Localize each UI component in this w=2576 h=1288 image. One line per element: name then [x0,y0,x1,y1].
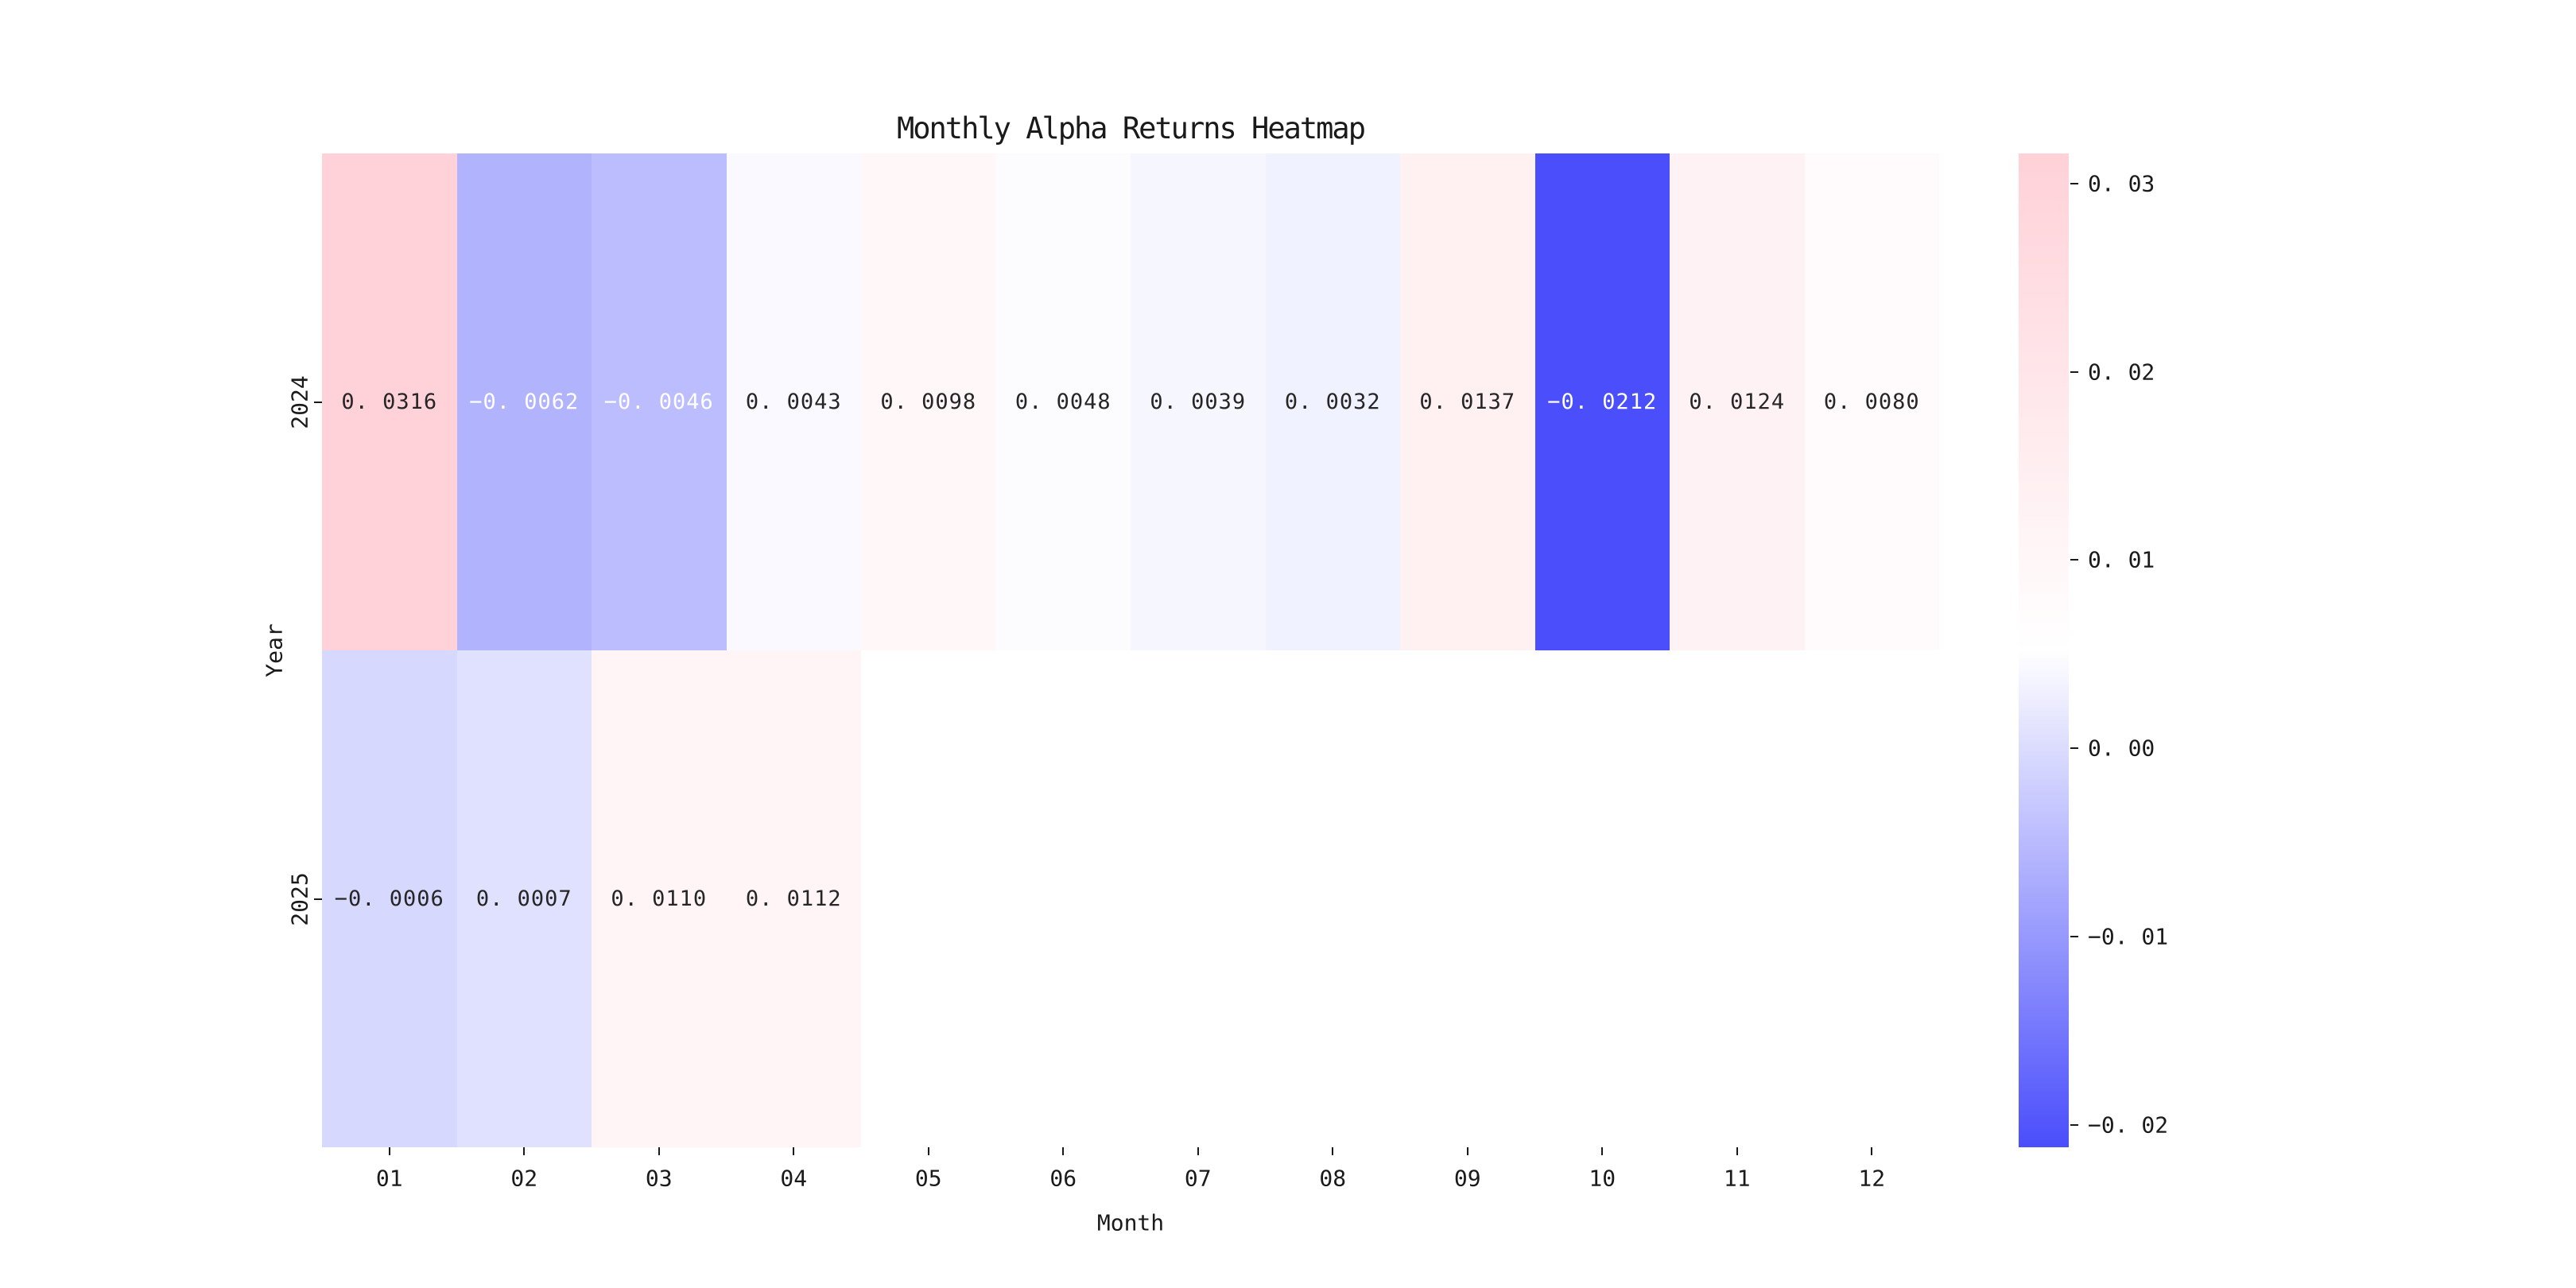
colorbar-gradient [2019,153,2069,1147]
heatmap-cell: −0. 0006 [322,650,457,1147]
colorbar-tick-label: −0. 02 [2088,1111,2169,1139]
x-tick-label: 10 [1589,1165,1616,1192]
x-tick-label: 01 [375,1165,403,1192]
colorbar-tick-mark [2070,1123,2078,1126]
heatmap-cell: 0. 0124 [1670,153,1805,650]
y-tick-label: 2024 [286,374,313,429]
x-tick-mark [1332,1147,1334,1155]
x-tick-mark [1601,1147,1604,1155]
heatmap-cell: −0. 0046 [592,153,727,650]
x-tick-label: 03 [645,1165,673,1192]
x-tick-mark [793,1147,795,1155]
heatmap-cell: 0. 0080 [1804,153,1939,650]
heatmap-cell: −0. 0212 [1534,153,1670,650]
x-tick-mark [927,1147,929,1155]
x-tick-label: 09 [1453,1165,1481,1192]
colorbar-tick-mark [2070,370,2078,373]
x-tick-label: 07 [1184,1165,1212,1192]
x-tick-label: 06 [1049,1165,1077,1192]
x-tick-mark [523,1147,526,1155]
y-axis-label: Year [261,623,288,677]
x-tick-label: 04 [780,1165,808,1192]
heatmap-cell: 0. 0039 [1131,153,1266,650]
colorbar-tick-label: 0. 00 [2088,735,2155,762]
x-tick-mark [658,1147,660,1155]
heatmap-cell: 0. 0098 [861,153,996,650]
x-tick-label: 05 [914,1165,942,1192]
colorbar-tick-label: 0. 02 [2088,359,2155,386]
x-tick-label: 12 [1858,1165,1886,1192]
heatmap-cell: 0. 0048 [995,153,1131,650]
x-tick-mark [1197,1147,1199,1155]
y-tick-label: 2025 [286,871,313,926]
x-tick-label: 08 [1319,1165,1347,1192]
colorbar-tick-mark [2070,747,2078,750]
heatmap-cell: 0. 0043 [726,153,861,650]
colorbar-tick-label: 0. 01 [2088,546,2155,573]
colorbar-tick-mark [2070,935,2078,937]
x-tick-label: 02 [510,1165,538,1192]
colorbar-tick-label: 0. 03 [2088,170,2155,197]
x-axis-label: Month [1096,1209,1165,1236]
heatmap-cell: 0. 0032 [1265,153,1400,650]
chart-title: Monthly Alpha Returns Heatmap [896,111,1366,145]
x-tick-mark [1736,1147,1738,1155]
heatmap-cell: −0. 0062 [456,153,592,650]
x-tick-mark [1062,1147,1065,1155]
heatmap-cell: 0. 0110 [592,650,727,1147]
heatmap-cell: 0. 0137 [1400,153,1535,650]
colorbar-tick-label: −0. 01 [2088,923,2169,950]
x-tick-mark [1466,1147,1468,1155]
x-tick-mark [1871,1147,1873,1155]
y-tick-mark [314,401,322,403]
colorbar-tick-mark [2070,559,2078,561]
x-tick-mark [388,1147,390,1155]
colorbar-tick-mark [2070,182,2078,184]
x-tick-label: 11 [1723,1165,1751,1192]
heatmap-cell: 0. 0316 [322,153,457,650]
heatmap-cell: 0. 0112 [726,650,861,1147]
y-tick-mark [314,898,322,900]
heatmap-cell: 0. 0007 [456,650,592,1147]
